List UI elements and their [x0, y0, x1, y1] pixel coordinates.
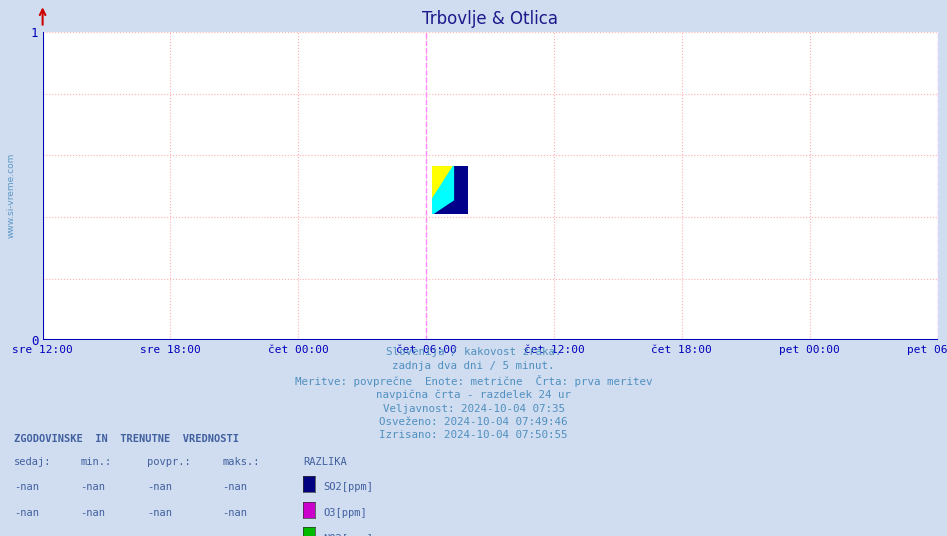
Text: ZGODOVINSKE  IN  TRENUTNE  VREDNOSTI: ZGODOVINSKE IN TRENUTNE VREDNOSTI	[14, 434, 240, 444]
Text: -nan: -nan	[14, 534, 39, 536]
Text: -nan: -nan	[80, 534, 105, 536]
Text: -nan: -nan	[80, 508, 105, 518]
Text: -nan: -nan	[14, 508, 39, 518]
Text: -nan: -nan	[223, 534, 247, 536]
Title: Trbovlje & Otlica: Trbovlje & Otlica	[422, 10, 558, 28]
Text: RAZLIKA: RAZLIKA	[303, 457, 347, 467]
Text: sedaj:: sedaj:	[14, 457, 52, 467]
Text: www.si-vreme.com: www.si-vreme.com	[7, 153, 16, 239]
Polygon shape	[432, 166, 454, 200]
Text: -nan: -nan	[147, 534, 171, 536]
Polygon shape	[432, 166, 454, 214]
Text: -nan: -nan	[80, 482, 105, 493]
Text: SO2[ppm]: SO2[ppm]	[323, 482, 373, 493]
Text: -nan: -nan	[147, 482, 171, 493]
Text: maks.:: maks.:	[223, 457, 260, 467]
Text: Slovenija / kakovost zraka.
zadnja dva dni / 5 minut.
Meritve: povprečne  Enote:: Slovenija / kakovost zraka. zadnja dva d…	[295, 347, 652, 440]
Text: NO2[ppm]: NO2[ppm]	[323, 534, 373, 536]
Text: -nan: -nan	[14, 482, 39, 493]
Text: O3[ppm]: O3[ppm]	[323, 508, 366, 518]
Text: povpr.:: povpr.:	[147, 457, 190, 467]
Text: -nan: -nan	[223, 508, 247, 518]
Text: -nan: -nan	[147, 508, 171, 518]
Text: min.:: min.:	[80, 457, 112, 467]
Text: -nan: -nan	[223, 482, 247, 493]
